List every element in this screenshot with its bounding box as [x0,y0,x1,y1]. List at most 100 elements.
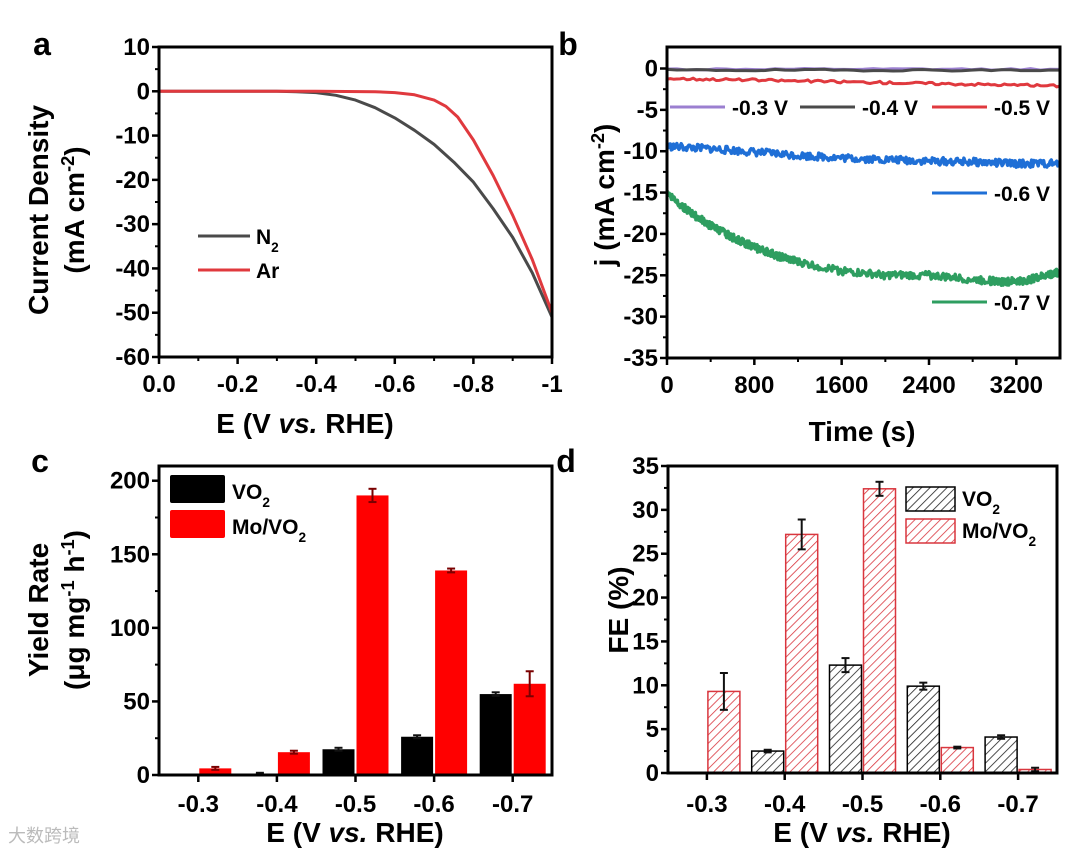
y-axis-title-part: FE (%) [603,566,634,653]
x-axis-title-part: E (V [216,408,278,439]
x-axis-title: E (V vs. RHE) [216,408,393,439]
bar-mo-vo2 [199,768,232,775]
x-tick-label: 800 [734,372,774,399]
legend-label: -0.3 V [732,97,788,120]
panel-label: b [558,26,578,62]
bar-mo-vo2 [940,746,975,774]
x-tick-label: -0.8 [453,371,494,398]
legend-label-part: -0.4 V [862,97,918,120]
bar-mo-vo2 [277,752,310,775]
legend-label: -0.5 V [994,97,1050,120]
bar-mo-vo2 [784,533,819,774]
legend-label: VO2 [962,488,1000,517]
legend-label-part: -0.5 V [994,97,1050,120]
y-tick-label: 35 [632,453,659,480]
x-axis-title-part: vs. [329,817,368,848]
legend-swatch [905,486,956,512]
y-tick-label: 5 [646,716,659,743]
legend-label: Mo/VO2 [232,516,307,545]
panel-label: c [31,443,49,479]
plot-frame [157,45,554,359]
y-tick-label: 200 [110,468,150,495]
y-tick-label: 0 [645,56,658,83]
legend-label: N2 [256,226,279,255]
y-tick-label: 30 [632,497,659,524]
bar-vo2 [479,694,512,775]
legend-label-part: -0.3 V [732,97,788,120]
y-axis-title-part: -1 [58,580,78,596]
y-axis-title-part: -2 [58,156,78,172]
legend-label-part: 2 [992,502,1000,517]
panel-b: b0-5-10-15-20-25-30-350 800 1600 2400 3200Ti… [558,26,1062,447]
series-line-0 [159,89,552,318]
legend-label-part: -0.7 V [994,292,1050,315]
x-tick-label: -0.3 [178,791,219,818]
x-tick-label: -0.7 [997,791,1038,818]
x-tick-label: -0.4 [256,791,298,818]
bar-mo-vo2 [356,495,389,775]
y-axis-title: (μg mg-1 h-1) [58,530,90,690]
bar-mo-vo2 [513,683,546,775]
series-line-1 [667,67,1060,73]
bar-vo2 [322,749,355,775]
y-tick-label: -25 [623,262,658,289]
y-axis-title: Current Density [23,105,54,315]
series-line-1 [159,89,552,314]
legend-label-part: Mo/VO [232,516,299,539]
x-axis-title-part: vs. [836,817,875,848]
y-tick-label: -30 [115,211,150,238]
legend-label-part: 2 [299,530,307,545]
watermark: 大数跨境 [8,826,80,846]
bar-vo2 [984,736,1018,774]
y-axis-title: Yield Rate [23,543,54,677]
y-axis-title-part: h [59,556,90,581]
y-axis-title-part: (mA cm [59,172,90,274]
x-tick-label: -0.7 [492,791,533,818]
y-tick-label: -35 [623,345,658,372]
y-tick-label: -5 [637,97,658,124]
y-tick-label: -10 [115,123,150,150]
y-axis-title-part: ) [589,124,620,133]
y-axis-title-part: Yield Rate [23,543,54,677]
x-tick-label: 3200 [990,372,1043,399]
legend-label: Mo/VO2 [962,520,1037,549]
y-axis-title-part: Current Density [23,105,54,315]
y-tick-label: -20 [623,221,658,248]
bar-mo-vo2 [435,570,468,775]
y-axis-title-part: -1 [58,539,78,555]
legend-label: Ar [256,260,279,283]
x-axis-title-part: RHE) [874,817,950,848]
x-tick-label: 1600 [815,372,868,399]
x-tick-label: 0.0 [142,371,175,398]
bar-vo2 [750,750,785,774]
legend-label: -0.6 V [994,183,1050,206]
y-tick-label: -20 [115,167,150,194]
y-tick-label: 10 [123,34,150,61]
bar-vo2 [828,664,863,774]
y-axis-title-part: -2 [588,133,608,149]
legend-swatch [170,475,225,503]
bar-mo-vo2 [862,488,897,774]
y-tick-label: -30 [623,304,658,331]
x-axis-title: E (V vs. RHE) [266,817,443,848]
y-tick-label: 0 [137,762,150,789]
x-tick-label: -0.4 [296,371,338,398]
y-tick-label: -15 [623,180,658,207]
x-tick-label: -0.2 [217,371,258,398]
legend-label: VO2 [232,481,270,510]
legend-label: -0.7 V [994,292,1050,315]
x-axis-title-part: Time (s) [809,416,916,447]
y-axis-title-part: (μg mg [59,597,90,690]
x-axis-title-part: E (V [266,817,328,848]
y-tick-label: -40 [115,255,150,282]
legend-label-part: Mo/VO [962,520,1029,543]
bar-vo2 [401,736,434,775]
legend-label-part: N [256,226,271,249]
y-tick-label: -60 [115,344,150,371]
series-line-2 [667,76,1060,89]
legend-swatch [170,510,225,538]
y-tick-label: -50 [115,300,150,327]
y-axis-title-part: ) [59,530,90,539]
